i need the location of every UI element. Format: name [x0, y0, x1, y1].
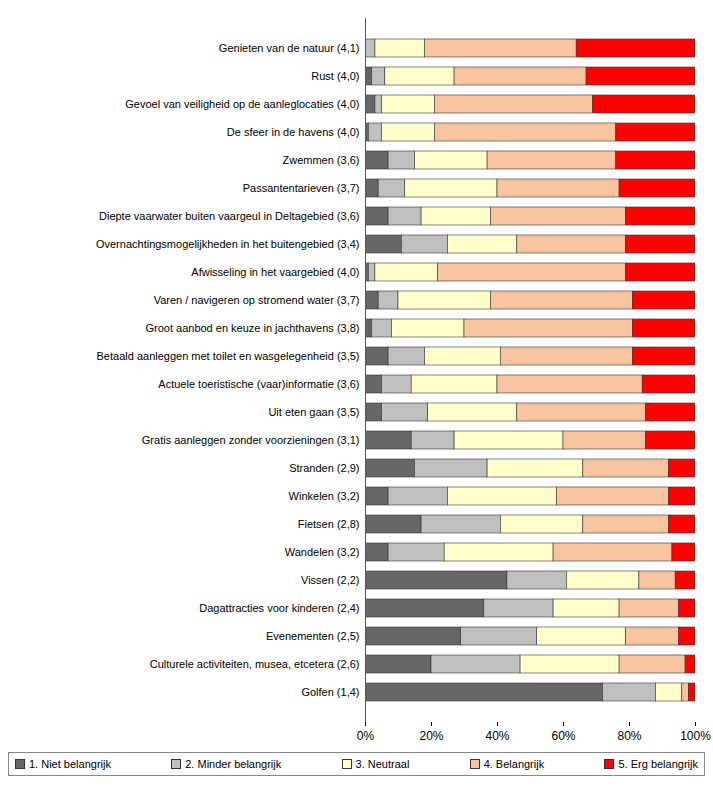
svg-text:Fietsen (2,8): Fietsen (2,8): [298, 518, 360, 530]
svg-text:Rust (4,0): Rust (4,0): [311, 70, 359, 82]
html-text:5. Erg belangrijk: 5. Erg belangrijk: [618, 758, 698, 770]
html-text:2. Minder belangrijk: 2. Minder belangrijk: [185, 758, 282, 770]
svg-text:Dagattracties voor kinderen (2: Dagattracties voor kinderen (2,4): [199, 602, 359, 614]
svg-text:De sfeer in de havens (4,0): De sfeer in de havens (4,0): [227, 126, 360, 138]
html-text:4. Belangrijk: 4. Belangrijk: [483, 758, 545, 770]
html-text:3. Neutraal: 3. Neutraal: [355, 758, 410, 770]
svg-text:Stranden (2,9): Stranden (2,9): [289, 462, 359, 474]
svg-text:Evenementen (2,5): Evenementen (2,5): [266, 630, 360, 642]
svg-text:Betaald aanleggen met toilet e: Betaald aanleggen met toilet en wasgeleg…: [97, 350, 360, 362]
svg-text:Gratis aanleggen zonder voorzi: Gratis aanleggen zonder voorzieningen (3…: [142, 434, 360, 446]
html-text:1. Niet belangrijk: 1. Niet belangrijk: [29, 758, 111, 770]
svg-text:Genieten van de natuur (4,1): Genieten van de natuur (4,1): [219, 42, 360, 54]
svg-text:Actuele toeristische (vaar)inf: Actuele toeristische (vaar)informatie (3…: [158, 378, 359, 390]
svg-text:Wandelen (3,2): Wandelen (3,2): [285, 546, 360, 558]
svg-text:Diepte vaarwater buiten vaarge: Diepte vaarwater buiten vaargeul in Delt…: [99, 210, 360, 222]
svg-text:Golfen (1,4): Golfen (1,4): [301, 686, 359, 698]
svg-text:Overnachtingsmogelijkheden in: Overnachtingsmogelijkheden in het buiten…: [96, 238, 360, 250]
svg-text:20%: 20%: [419, 729, 443, 743]
svg-text:40%: 40%: [485, 729, 509, 743]
svg-text:Winkelen (3,2): Winkelen (3,2): [289, 490, 360, 502]
svg-text:0%: 0%: [357, 729, 375, 743]
svg-text:Afwisseling in het vaargebied: Afwisseling in het vaargebied (4,0): [191, 266, 359, 278]
svg-text:Passantentarieven (3,7): Passantentarieven (3,7): [243, 182, 360, 194]
svg-text:100%: 100%: [680, 729, 711, 743]
svg-text:Uit eten gaan (3,5): Uit eten gaan (3,5): [268, 406, 359, 418]
svg-text:Culturele activiteiten, musea,: Culturele activiteiten, musea, etcetera …: [150, 658, 360, 670]
svg-text:80%: 80%: [617, 729, 641, 743]
svg-text:Vissen (2,2): Vissen (2,2): [301, 574, 360, 586]
svg-text:Zwemmen (3,6): Zwemmen (3,6): [282, 154, 359, 166]
svg-text:Gevoel van veiligheid op de aa: Gevoel van veiligheid op de aanleglocati…: [125, 98, 359, 110]
svg-text:Varen / navigeren op stromend: Varen / navigeren op stromend water (3,7…: [154, 294, 360, 306]
svg-text:60%: 60%: [551, 729, 575, 743]
svg-text:Groot aanbod en keuze in jacht: Groot aanbod en keuze in jachthavens (3,…: [145, 322, 359, 334]
